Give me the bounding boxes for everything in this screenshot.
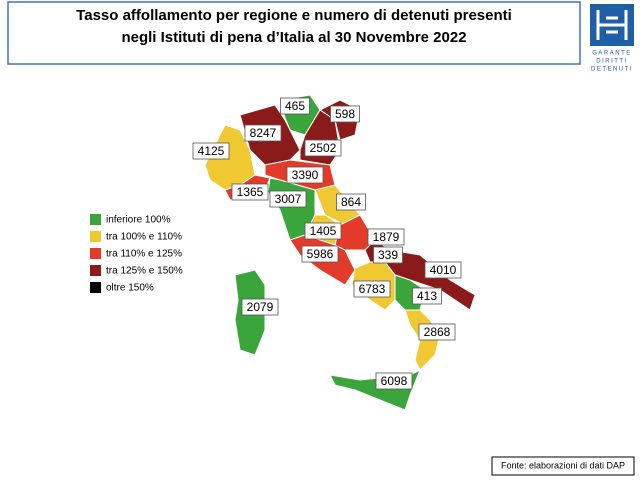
title-line: negli Istituti di pena d’Italia al 30 No… [121, 29, 466, 46]
region-value: 4125 [198, 144, 225, 158]
logo-text: DIRITTI [596, 59, 628, 65]
region-label-box [280, 97, 310, 115]
region-label-box [286, 166, 324, 184]
region-label-box [304, 222, 342, 240]
region-value: 3007 [275, 192, 302, 206]
region-value: 1405 [310, 224, 337, 238]
region-value: 2079 [247, 300, 274, 314]
legend-label: inferiore 100% [106, 215, 171, 226]
region-label-box [412, 287, 442, 305]
region-label-box [244, 124, 282, 142]
region-label-box [241, 298, 279, 316]
region-label-box [424, 261, 462, 279]
legend-swatch [90, 231, 101, 242]
region-value: 339 [378, 248, 398, 262]
region-label-box [269, 190, 307, 208]
region-value: 6098 [381, 374, 408, 388]
legend-label: oltre 150% [106, 283, 154, 294]
region-label-box [336, 193, 366, 211]
region-value: 5986 [307, 247, 334, 261]
region-label-box [418, 323, 456, 341]
title-box [7, 1, 581, 65]
region-value: 4010 [430, 263, 457, 277]
region-label-box [192, 142, 230, 160]
legend-swatch [90, 214, 101, 225]
legend-label: tra 125% e 150% [106, 266, 183, 277]
logo-text: DETENUTI [591, 67, 633, 73]
legend-label: tra 110% e 125% [106, 249, 182, 260]
region-value: 8247 [250, 126, 277, 140]
region-label-box [367, 228, 405, 246]
region-label-box [330, 105, 360, 123]
legend-swatch [90, 248, 101, 259]
legend-swatch [90, 282, 101, 293]
region-label-box [373, 246, 403, 264]
legend-swatch [90, 265, 101, 276]
region-value: 413 [417, 289, 437, 303]
logo: GARANTE DIRITTI DETENUTI [590, 4, 634, 73]
region-value: 1365 [237, 185, 264, 199]
region-label-box [304, 139, 342, 157]
region-value: 3390 [292, 168, 319, 182]
region-label-box [353, 280, 391, 298]
logo-text: GARANTE [592, 51, 632, 57]
source: Fonte: elaborazioni di dati DAP [501, 460, 625, 470]
region-value: 598 [335, 107, 355, 121]
title-line: Tasso affollamento per regione e numero … [76, 7, 512, 24]
region-value: 6783 [359, 282, 386, 296]
region-label-box [231, 183, 269, 201]
legend-label: tra 100% e 110% [106, 232, 182, 243]
source-box [491, 456, 635, 476]
region-value: 2502 [310, 141, 337, 155]
region-value: 864 [341, 195, 361, 209]
region-value: 1879 [373, 230, 400, 244]
region-label-box [375, 372, 413, 390]
region-value: 465 [285, 99, 305, 113]
region-label-box [301, 245, 339, 263]
region-value: 2868 [424, 325, 451, 339]
